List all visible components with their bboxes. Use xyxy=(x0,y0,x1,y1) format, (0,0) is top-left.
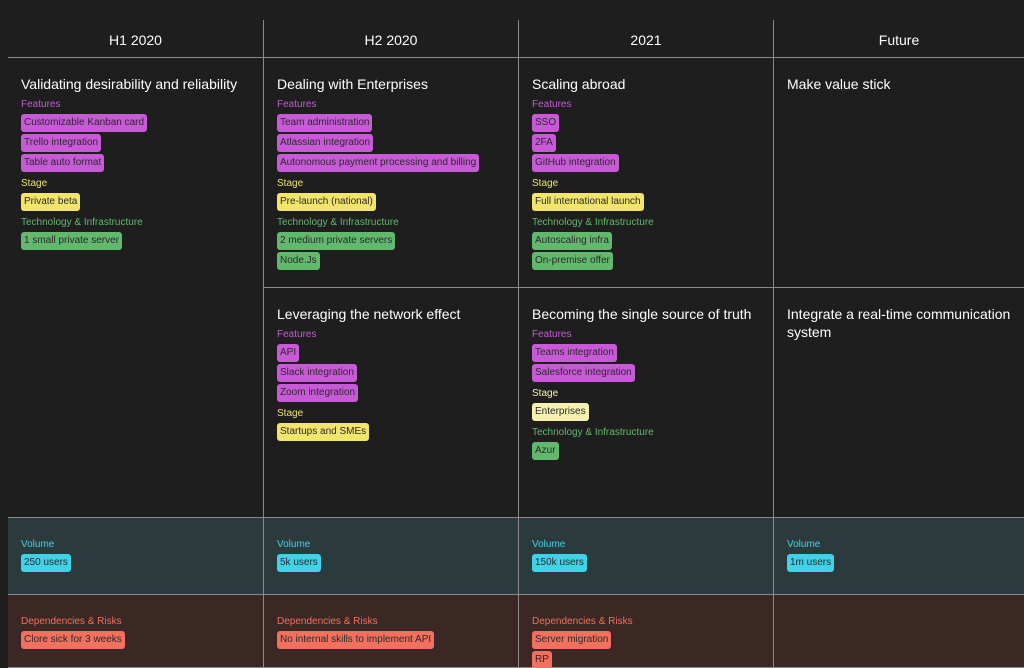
footer-cell: Dependencies & Risks Server migration RP xyxy=(519,595,774,668)
group-label: Stage xyxy=(532,388,559,399)
footer-cell: Volume 1m users xyxy=(774,518,1024,595)
tag: Full international launch xyxy=(532,193,644,211)
row-label: Dependencies & Risks xyxy=(532,616,633,627)
tag: Teams integration xyxy=(532,344,617,362)
footer-cell xyxy=(774,595,1024,668)
footer-cell: Volume 5k users xyxy=(264,518,519,595)
tag: 1m users xyxy=(787,554,835,572)
tag: Server migration xyxy=(532,631,612,649)
row-label: Volume xyxy=(21,539,55,550)
tag: 1 small private server xyxy=(21,232,123,250)
column-heading: Future xyxy=(774,20,1024,58)
tag: 250 users xyxy=(21,554,71,572)
tag: Enterprises xyxy=(532,403,589,421)
group-label: Technology & Infrastructure xyxy=(277,217,399,228)
tag: Startups and SMEs xyxy=(277,423,370,441)
tag: Slack integration xyxy=(277,364,357,382)
card: Validating desirability and reliability F… xyxy=(8,58,264,518)
group-label: Features xyxy=(277,329,317,340)
group-label: Stage xyxy=(277,408,304,419)
tag: RP xyxy=(532,651,552,668)
card: Integrate a real-time communication syst… xyxy=(774,288,1024,518)
row-label: Volume xyxy=(787,539,821,550)
tag: 5k users xyxy=(277,554,321,572)
group-label: Features xyxy=(532,99,572,110)
footer-cell: Dependencies & Risks No internal skills t… xyxy=(264,595,519,668)
tag: Clore sick for 3 weeks xyxy=(21,631,125,649)
card: Dealing with Enterprises Features Team adm… xyxy=(264,58,519,288)
row-label: Volume xyxy=(532,539,566,550)
tag: Team administration xyxy=(277,114,373,132)
group-label: Technology & Infrastructure xyxy=(532,427,654,438)
tag: No internal skills to implement API xyxy=(277,631,435,649)
tag: Customizable Kanban card xyxy=(21,114,148,132)
tag: Private beta xyxy=(21,193,81,211)
tag: 2FA xyxy=(532,134,556,152)
footer-cell: Volume 250 users xyxy=(8,518,264,595)
group-label: Stage xyxy=(532,178,559,189)
group-label: Technology & Infrastructure xyxy=(21,217,143,228)
group-label: Features xyxy=(277,99,317,110)
tag: Atlassian integration xyxy=(277,134,374,152)
row-label: Volume xyxy=(277,539,311,550)
tag: Autonomous payment processing and billin… xyxy=(277,154,480,172)
tag: 150k users xyxy=(532,554,587,572)
row-label: Dependencies & Risks xyxy=(21,616,122,627)
tag: Salesforce integration xyxy=(532,364,635,382)
tag: Autoscaling infra xyxy=(532,232,612,250)
group-label: Technology & Infrastructure xyxy=(532,217,654,228)
card: Becoming the single source of truth Featu… xyxy=(519,288,774,518)
card-title: Scaling abroad xyxy=(532,76,626,92)
tag: Table auto format xyxy=(21,154,105,172)
group-label: Features xyxy=(532,329,572,340)
group-label: Stage xyxy=(277,178,304,189)
column-heading: 2021 xyxy=(519,20,774,58)
tag: Azur xyxy=(532,442,559,460)
group-label: Stage xyxy=(21,178,48,189)
card: Leveraging the network effect Features API… xyxy=(264,288,519,518)
card-title: Becoming the single source of truth xyxy=(532,306,752,322)
tag: Zoom integration xyxy=(277,384,359,402)
tag: Pre-launch (national) xyxy=(277,193,376,211)
card-title: Make value stick xyxy=(787,76,891,92)
tag: Trello integration xyxy=(21,134,102,152)
tag: API xyxy=(277,344,300,362)
group-label: Features xyxy=(21,99,61,110)
footer-cell: Dependencies & Risks Clore sick for 3 wee… xyxy=(8,595,264,668)
tag: On-premise offer xyxy=(532,252,613,270)
card: Make value stick xyxy=(774,58,1024,288)
card: Scaling abroad Features SSO 2FA GitHub integ… xyxy=(519,58,774,288)
row-label: Dependencies & Risks xyxy=(277,616,378,627)
tag: 2 medium private servers xyxy=(277,232,396,250)
column-heading: H1 2020 xyxy=(8,20,264,58)
column-heading: H2 2020 xyxy=(264,20,519,58)
card-title: Dealing with Enterprises xyxy=(277,76,428,92)
tag: Node.Js xyxy=(277,252,320,270)
tag: GitHub integration xyxy=(532,154,619,172)
card-title: Validating desirability and reliability xyxy=(21,76,238,92)
card-title: Integrate a real-time communication syst… xyxy=(787,306,1011,340)
tag: SSO xyxy=(532,114,560,132)
card-title: Leveraging the network effect xyxy=(277,306,461,322)
footer-cell: Volume 150k users xyxy=(519,518,774,595)
